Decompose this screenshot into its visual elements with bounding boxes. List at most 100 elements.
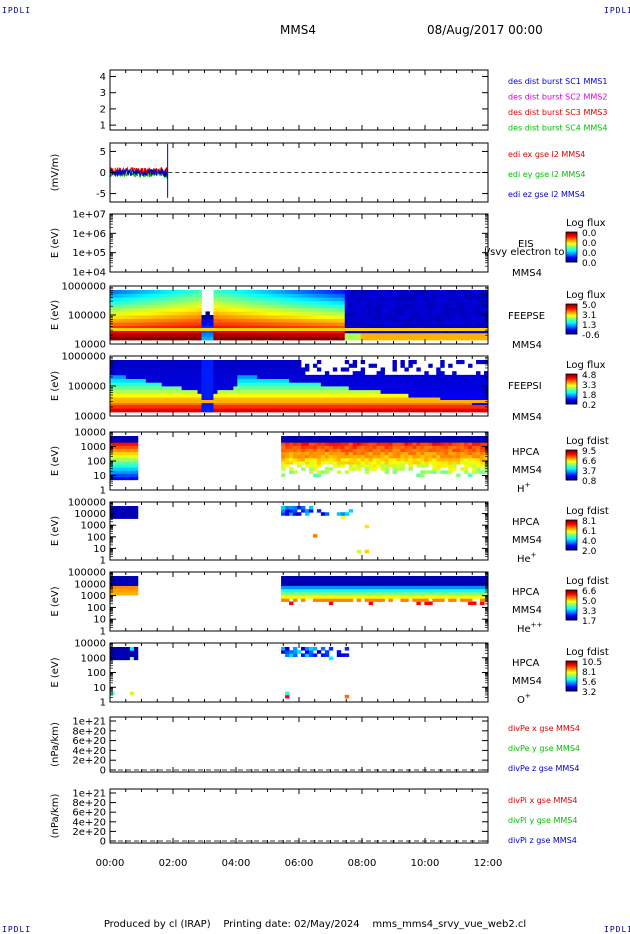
spectrogram-cell bbox=[352, 336, 358, 341]
spectrogram-cell bbox=[209, 382, 214, 387]
spectrogram-cell bbox=[396, 582, 401, 586]
spectrogram-cell bbox=[352, 451, 358, 456]
spectrogram-cell bbox=[316, 304, 322, 309]
spectrogram-cell bbox=[328, 325, 334, 330]
spectrogram-cell bbox=[316, 290, 322, 294]
spectrogram-cell bbox=[388, 464, 393, 468]
spectrogram-cell bbox=[133, 311, 139, 316]
spectrogram-cell bbox=[436, 297, 441, 302]
spectrogram-cell bbox=[312, 467, 318, 471]
spectrogram-cell bbox=[420, 461, 425, 465]
spectrogram-cell bbox=[185, 325, 190, 330]
instrument-label: EIS bbox=[518, 239, 534, 250]
spectrogram-cell bbox=[320, 454, 326, 459]
spectrogram-cell bbox=[444, 311, 449, 316]
colorbar-swatch bbox=[566, 306, 577, 308]
spectrogram-cell bbox=[404, 386, 409, 391]
spectrogram-cell bbox=[209, 397, 214, 402]
spectrogram-cell bbox=[344, 595, 350, 599]
spectrogram-cell bbox=[293, 512, 298, 516]
spectrogram-cell bbox=[356, 467, 362, 471]
spectrogram-cell bbox=[261, 307, 266, 312]
spectrogram-cell bbox=[117, 470, 123, 474]
spectrogram-cell bbox=[121, 378, 127, 383]
colorbar-swatch bbox=[566, 377, 577, 379]
spectrogram-cell bbox=[416, 595, 421, 599]
spectrogram-cell bbox=[129, 448, 135, 453]
spectrogram-cell bbox=[300, 371, 306, 376]
spectrogram-cell bbox=[328, 442, 334, 446]
spectrogram-cell bbox=[476, 297, 481, 302]
y-tick-label: 1 bbox=[100, 556, 106, 567]
spectrogram-cell bbox=[281, 457, 286, 462]
spectrogram-cell bbox=[372, 318, 377, 323]
spectrogram-cell bbox=[368, 307, 374, 312]
spectrogram-cell bbox=[125, 457, 131, 462]
spectrogram-cell bbox=[113, 332, 119, 337]
spectrogram-cell bbox=[133, 325, 139, 330]
spectrogram-cell bbox=[205, 389, 210, 394]
spectrogram-cell bbox=[133, 378, 139, 383]
spectrogram-cell bbox=[456, 336, 461, 341]
spectrogram-cell bbox=[392, 454, 397, 459]
spectrogram-cell bbox=[324, 470, 330, 474]
legend-entry: des dist burst SC4 MMS4 bbox=[508, 124, 607, 133]
spectrogram-cell bbox=[320, 451, 326, 456]
spectrogram-cell bbox=[332, 332, 338, 337]
colorbar-tick-label: 0.0 bbox=[582, 239, 597, 249]
spectrogram-cell bbox=[440, 397, 445, 402]
spectrogram-cell bbox=[468, 374, 473, 379]
spectrogram-cell bbox=[121, 293, 127, 298]
spectrogram-cell bbox=[249, 393, 254, 398]
spectrogram-cell bbox=[125, 297, 131, 302]
spectrogram-cell bbox=[225, 311, 230, 316]
spectrogram-cell bbox=[181, 404, 186, 409]
spectrogram-cell bbox=[424, 436, 429, 440]
spectrogram-cell bbox=[448, 445, 453, 449]
spectrogram-cell bbox=[476, 404, 481, 409]
spectrogram-cell bbox=[352, 363, 358, 368]
spectrogram-cell bbox=[336, 322, 342, 327]
spectrogram-cell bbox=[304, 579, 310, 583]
spectrogram-cell bbox=[308, 448, 314, 453]
spectrogram-cell bbox=[205, 315, 210, 319]
spectrogram-cell bbox=[293, 336, 298, 341]
spectrogram-cell bbox=[165, 363, 171, 368]
spectrogram-cell bbox=[356, 290, 362, 294]
y-tick-label: 1000000 bbox=[61, 352, 106, 363]
spectrogram-cell bbox=[213, 329, 218, 334]
spectrogram-cell bbox=[392, 374, 397, 379]
spectrogram-cell bbox=[125, 290, 131, 294]
spectrogram-cell bbox=[233, 393, 238, 398]
spectrogram-cell bbox=[117, 325, 123, 330]
spectrogram-cell bbox=[476, 451, 481, 456]
spectrogram-cell bbox=[221, 315, 226, 319]
spectrogram-cell bbox=[145, 408, 151, 413]
y-tick-label: 10 bbox=[93, 471, 106, 482]
spectrogram-cell bbox=[209, 389, 214, 394]
spectrogram-cell bbox=[332, 307, 338, 312]
spectrogram-cell bbox=[285, 464, 290, 468]
spectrogram-cell bbox=[480, 386, 485, 391]
spectrogram-cell bbox=[110, 408, 115, 413]
spectrogram-cell bbox=[265, 332, 270, 337]
spectrogram-cell bbox=[392, 332, 397, 337]
spectrogram-cell bbox=[480, 325, 485, 330]
spectrogram-cell bbox=[484, 393, 489, 398]
spectrogram-cell bbox=[456, 318, 461, 323]
spectrogram-cell bbox=[121, 322, 127, 327]
spectrogram-cell bbox=[344, 304, 350, 309]
spectrogram-cell bbox=[468, 307, 473, 312]
spectrogram-cell bbox=[484, 322, 489, 327]
spectrogram-cell bbox=[277, 404, 282, 409]
spectrogram-cell bbox=[320, 304, 326, 309]
spectrogram-cell bbox=[161, 382, 167, 387]
spectrogram-cell bbox=[201, 378, 206, 383]
spectrogram-cell bbox=[340, 439, 346, 443]
spectrogram-cell bbox=[193, 389, 198, 394]
spectrogram-cell bbox=[472, 382, 477, 387]
spectrogram-cell bbox=[376, 371, 381, 376]
spectrogram-cell bbox=[121, 512, 127, 516]
y-axis-label: E (eV) bbox=[50, 228, 61, 258]
spectrogram-cell bbox=[113, 467, 119, 471]
